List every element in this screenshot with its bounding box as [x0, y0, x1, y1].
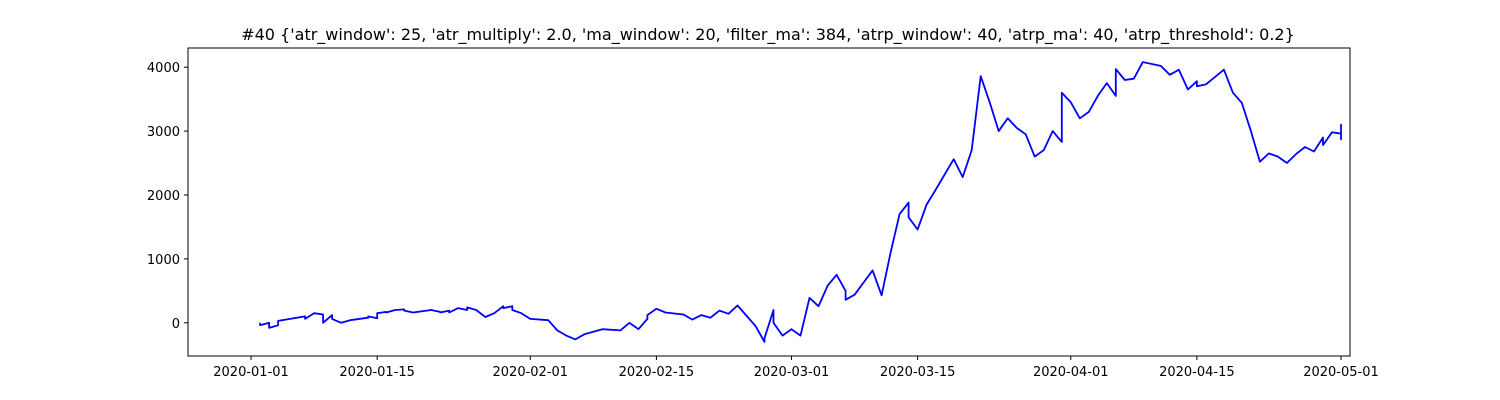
- x-tick-label: 2020-01-01: [213, 365, 289, 380]
- chart-title: #40 {'atr_window': 25, 'atr_multiply': 2…: [241, 25, 1295, 45]
- y-tick-label: 1000: [147, 253, 180, 268]
- series-line: [259, 61, 1342, 343]
- x-tick-label: 2020-05-01: [1303, 365, 1379, 380]
- x-tick-label: 2020-03-01: [754, 365, 830, 380]
- x-tick-label: 2020-04-01: [1033, 365, 1109, 380]
- y-axis: 0 1000 2000 3000 4000: [147, 61, 188, 332]
- series-layer: [259, 61, 1342, 343]
- y-tick-label: 3000: [147, 125, 180, 140]
- x-tick-label: 2020-01-15: [339, 365, 415, 380]
- x-tick-label: 2020-03-15: [880, 365, 956, 380]
- x-tick-label: 2020-02-01: [493, 365, 569, 380]
- x-axis: 2020-01-01 2020-01-15 2020-02-01 2020-02-15…: [213, 356, 1379, 380]
- x-tick-label: 2020-04-15: [1159, 365, 1235, 380]
- x-tick-label: 2020-02-15: [619, 365, 695, 380]
- y-tick-label: 2000: [147, 189, 180, 204]
- plot-area: [187, 47, 1351, 357]
- y-tick-label: 4000: [147, 61, 180, 76]
- y-tick-label: 0: [172, 317, 180, 332]
